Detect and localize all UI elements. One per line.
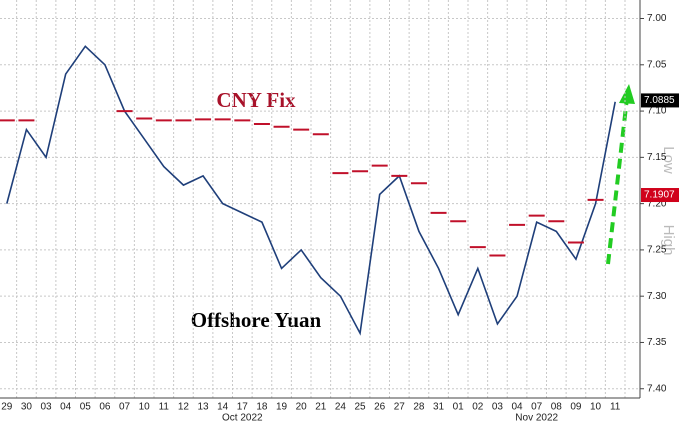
x-tick-label: 27	[394, 402, 406, 413]
x-tick-label: 18	[256, 402, 268, 413]
y-tick-label: 7.25	[647, 245, 667, 256]
x-tick-label: 13	[198, 402, 210, 413]
x-tick-label: 10	[590, 402, 602, 413]
x-tick-label: 11	[159, 402, 170, 413]
x-tick-label: 08	[551, 402, 563, 413]
x-tick-label: 12	[178, 402, 190, 413]
value-box-label: 7.1907	[644, 190, 675, 201]
y-tick-label: 7.40	[647, 383, 667, 394]
x-tick-label: 31	[433, 402, 445, 413]
x-tick-label: 29	[1, 402, 13, 413]
x-tick-label: 05	[80, 402, 92, 413]
x-tick-label: 06	[99, 402, 111, 413]
x-tick-label: 09	[570, 402, 582, 413]
x-tick-label: 11	[610, 402, 621, 413]
x-tick-label: 20	[296, 402, 308, 413]
month-label: Nov 2022	[515, 413, 558, 422]
y-tick-label: 7.10	[647, 106, 667, 117]
x-tick-label: 03	[492, 402, 504, 413]
x-tick-label: 01	[453, 402, 465, 413]
trend-arrow	[606, 97, 629, 265]
x-tick-label: 07	[119, 402, 131, 413]
x-tick-label: 04	[60, 402, 72, 413]
high-label: High	[660, 225, 677, 256]
y-tick-label: 7.20	[647, 198, 667, 209]
low-label: Low	[660, 146, 677, 174]
x-tick-label: 25	[355, 402, 367, 413]
x-tick-label: 24	[335, 402, 347, 413]
fix-annotation: CNY Fix	[216, 88, 296, 112]
x-tick-label: 10	[139, 402, 151, 413]
x-tick-label: 03	[41, 402, 53, 413]
x-tick-label: 07	[531, 402, 543, 413]
y-tick-label: 7.05	[647, 59, 667, 70]
value-box	[641, 93, 679, 108]
y-tick-label: 7.15	[647, 152, 667, 163]
x-tick-label: 04	[512, 402, 524, 413]
x-tick-label: 14	[217, 402, 229, 413]
x-tick-label: 17	[237, 402, 249, 413]
offshore-line	[6, 45, 616, 336]
x-tick-label: 28	[413, 402, 425, 413]
offshore-annotation: Offshore Yuan	[191, 308, 322, 332]
x-tick-label: 19	[276, 402, 288, 413]
y-tick-label: 7.35	[647, 337, 667, 348]
y-tick-label: 7.00	[647, 13, 667, 24]
value-box	[641, 188, 679, 203]
arrow-head	[619, 84, 635, 104]
month-label: Oct 2022	[222, 413, 263, 422]
x-tick-label: 21	[315, 402, 327, 413]
x-tick-label: 30	[21, 402, 33, 413]
value-box-label: 7.0885	[644, 95, 675, 106]
x-tick-label: 02	[472, 402, 484, 413]
y-tick-label: 7.30	[647, 291, 667, 302]
x-tick-label: 26	[374, 402, 386, 413]
